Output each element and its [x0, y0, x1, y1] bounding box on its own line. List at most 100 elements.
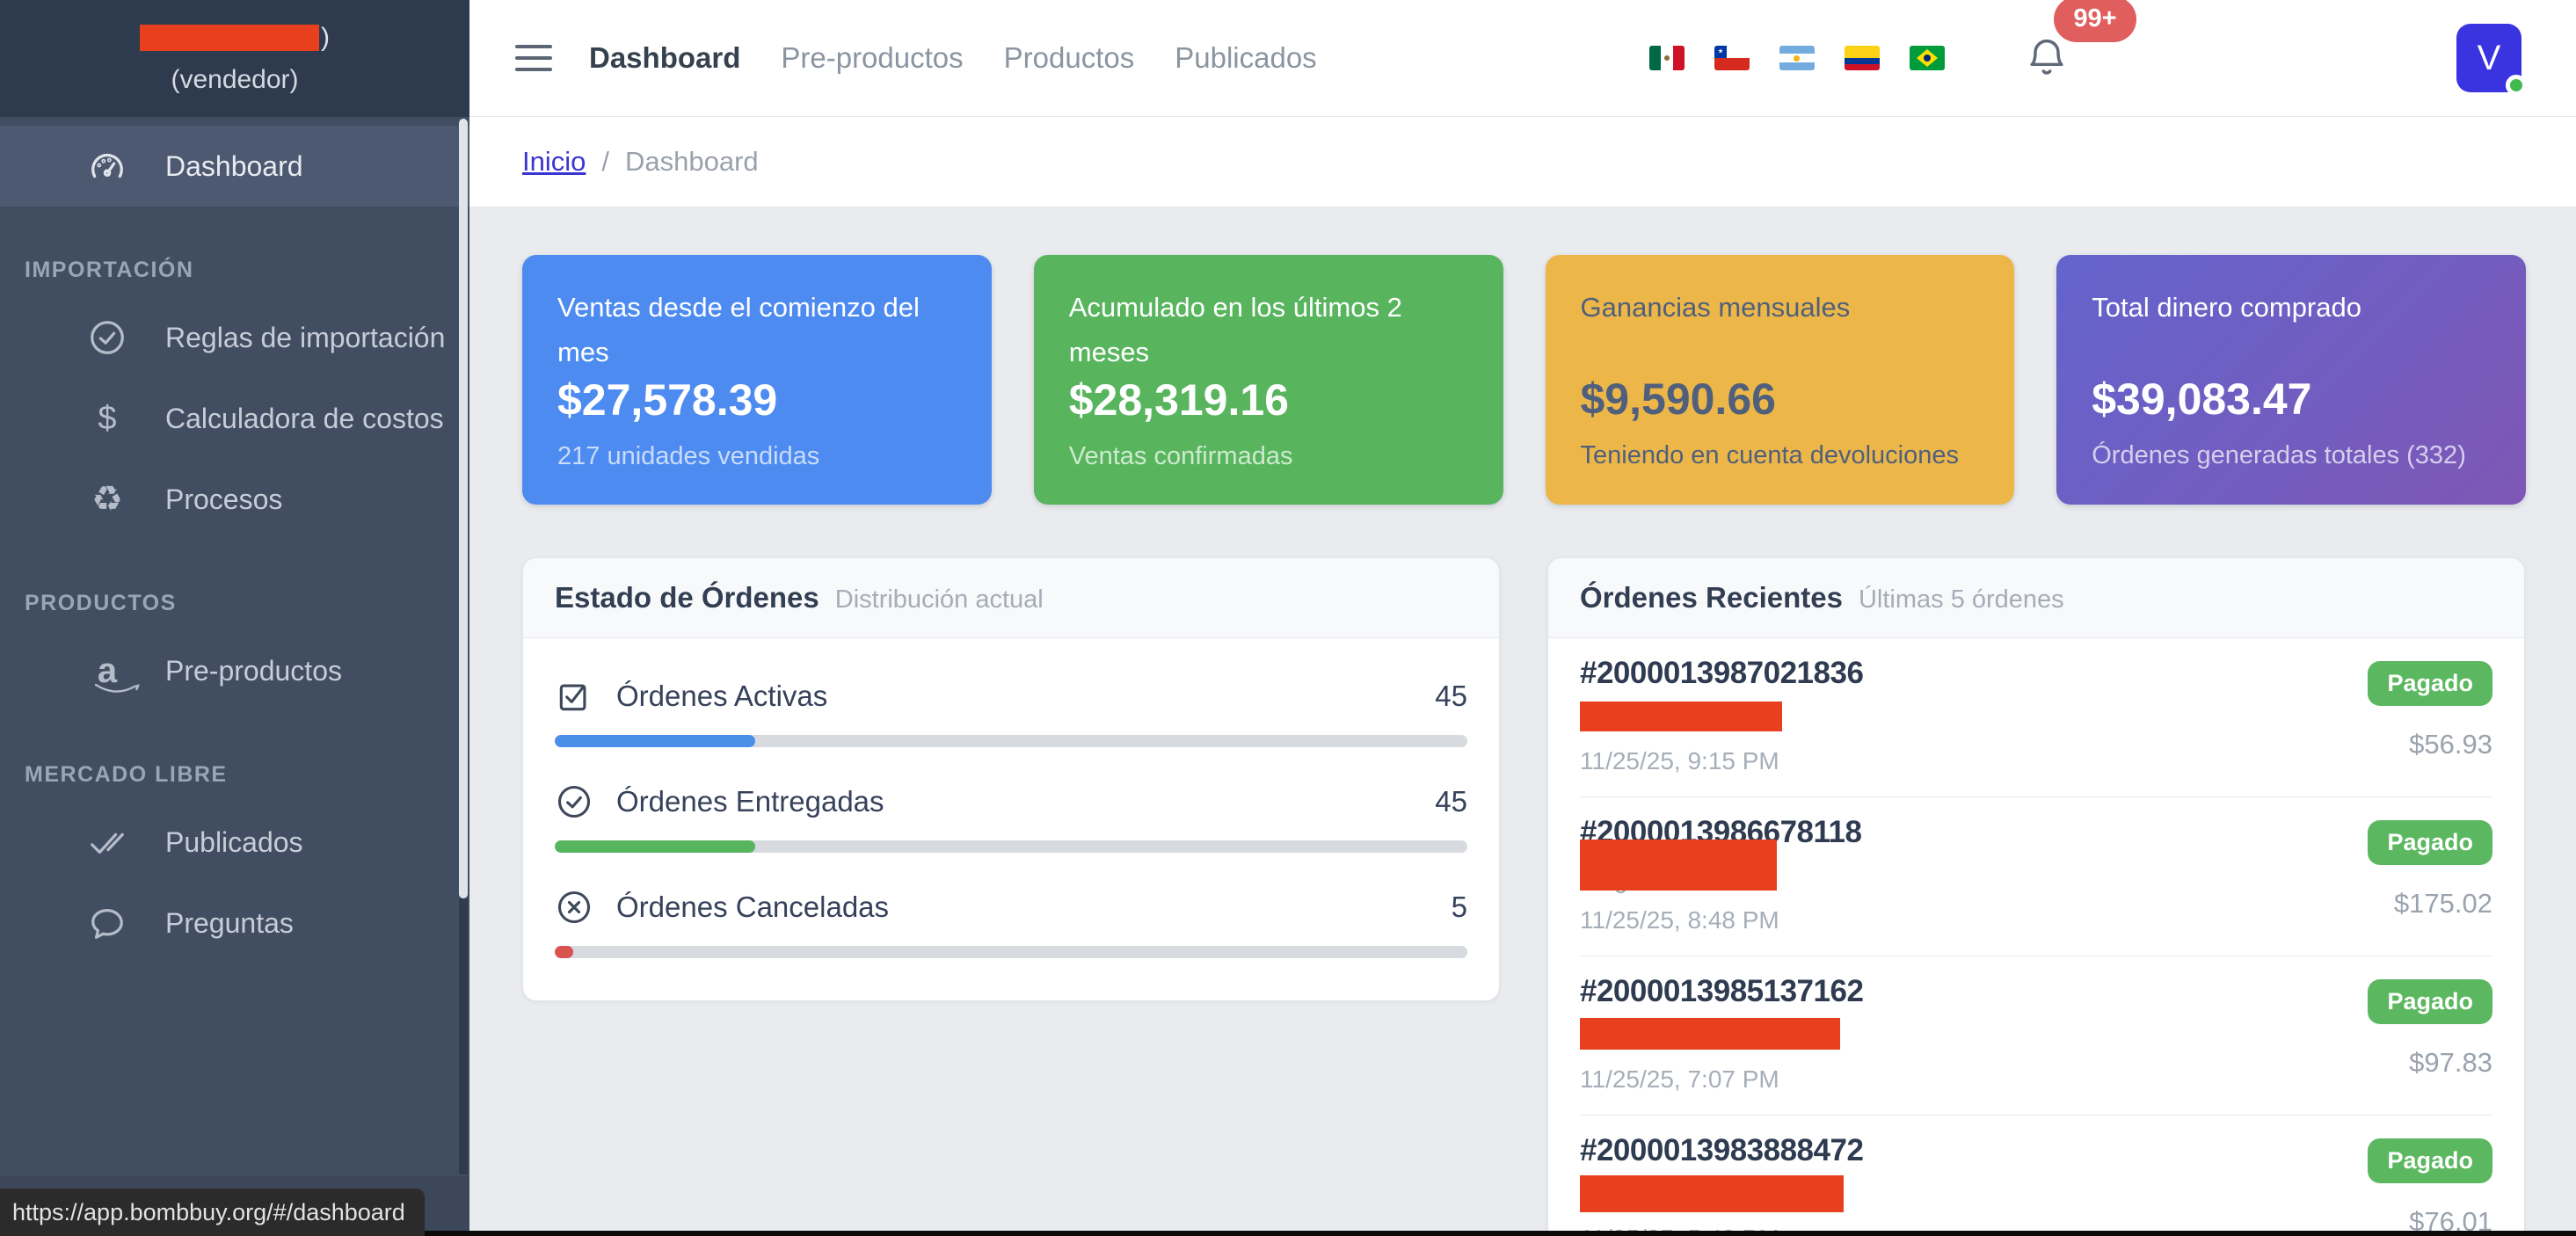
status-row-entregadas: Órdenes Entregadas 45	[555, 747, 1467, 853]
status-row-activas: Órdenes Activas 45	[555, 642, 1467, 747]
sidebar-item-label: Reglas de importación	[165, 321, 446, 353]
topnav-publicados[interactable]: Publicados	[1175, 41, 1317, 74]
brazil-flag-icon[interactable]	[1910, 46, 1945, 70]
customer-name-redaction	[1580, 702, 1782, 731]
order-customer	[1580, 1016, 1863, 1053]
stat-title: Acumulado en los últimos 2 meses	[1068, 292, 1402, 368]
mexico-flag-icon[interactable]	[1649, 46, 1685, 70]
sidebar-item-preguntas[interactable]: Preguntas	[0, 883, 469, 963]
chat-bubble-icon	[84, 900, 130, 946]
order-status-rows: Órdenes Activas 45	[523, 638, 1499, 985]
stat-value: $9,590.66	[1580, 374, 1776, 424]
topbar: Dashboard Pre-productos Productos Public…	[469, 0, 2576, 117]
sidebar-item-reglas-importacion[interactable]: Reglas de importación	[0, 297, 469, 378]
avatar-initial: V	[2477, 38, 2501, 77]
order-list-item[interactable]: #2000013985137162 11/25/25, 7:07 PM Paga…	[1580, 956, 2492, 1116]
sidebar-item-dashboard[interactable]: Dashboard	[0, 126, 469, 207]
checkbox-check-icon	[555, 675, 597, 717]
sidebar-item-label: Pre-productos	[165, 654, 342, 687]
sidebar-item-calculadora-costos[interactable]: $ Calculadora de costos	[0, 378, 469, 459]
status-bar-url: https://app.bombbuy.org/#/dashboard	[12, 1198, 405, 1225]
country-flags	[1649, 46, 1945, 70]
progress-bar-entregadas	[555, 840, 1467, 853]
stat-value: $39,083.47	[2092, 374, 2312, 424]
window-bottom-edge	[0, 1231, 2576, 1236]
sidebar-nav: Dashboard IMPORTACIÓN Reglas de importac…	[0, 117, 469, 963]
main-area: Dashboard Pre-productos Productos Public…	[469, 0, 2576, 1236]
breadcrumb-home-link[interactable]: Inicio	[522, 146, 586, 177]
order-status-panel: Estado de Órdenes Distribución actual	[522, 557, 1500, 1001]
status-badge: Pagado	[2368, 820, 2492, 865]
online-status-dot	[2506, 75, 2527, 96]
stat-subtitle: 217 unidades vendidas	[557, 442, 820, 471]
panel-subtitle: Últimas 5 órdenes	[1858, 585, 2064, 614]
recycle-icon: ♻	[91, 480, 123, 519]
stat-title: Ganancias mensuales	[1580, 292, 1851, 323]
stat-value: $28,319.16	[1068, 375, 1289, 425]
recent-orders-panel: Órdenes Recientes Últimas 5 órdenes #200…	[1547, 557, 2525, 1236]
sidebar-item-publicados[interactable]: Publicados	[0, 802, 469, 883]
amazon-icon: a	[84, 648, 140, 694]
dollar-icon: $	[98, 399, 117, 437]
order-customer	[1580, 1175, 1863, 1212]
dashboard-content: Ventas desde el comienzo del mes $27,578…	[469, 207, 2576, 1236]
stat-title: Ventas desde el comienzo del mes	[557, 292, 920, 368]
status-value: 45	[1435, 785, 1467, 818]
notifications-bell[interactable]: 99+	[2024, 0, 2136, 84]
sidebar-item-label: Procesos	[165, 483, 283, 515]
order-date: 11/25/25, 7:07 PM	[1580, 1065, 1779, 1093]
user-avatar[interactable]: V	[2456, 24, 2527, 96]
colombia-flag-icon[interactable]	[1845, 46, 1880, 70]
progress-fill	[555, 840, 756, 853]
breadcrumb-current: Dashboard	[625, 146, 759, 177]
stat-card-ganancias: Ganancias mensuales $9,590.66 Teniendo e…	[1545, 255, 2015, 505]
sidebar-item-label: Publicados	[165, 825, 303, 858]
order-list-item[interactable]: #2000013987021836 11/25/25, 9:15 PM Paga…	[1580, 638, 2492, 797]
sidebar-section-mercado-libre: MERCADO LIBRE	[25, 762, 228, 787]
breadcrumb: Inicio / Dashboard	[469, 117, 2576, 207]
recent-orders-list: #2000013987021836 11/25/25, 9:15 PM Paga…	[1548, 638, 2524, 1236]
progress-fill	[555, 946, 573, 958]
sidebar-item-procesos[interactable]: ♻ Procesos	[0, 459, 469, 540]
topnav-pre-productos[interactable]: Pre-productos	[781, 41, 964, 74]
topnav-dashboard[interactable]: Dashboard	[589, 41, 741, 74]
sidebar-scrollbar-thumb[interactable]	[459, 119, 468, 898]
circle-check-icon	[84, 315, 130, 360]
customer-name-redaction	[1580, 1175, 1844, 1212]
user-name: )	[140, 23, 330, 53]
user-name-suffix: )	[321, 22, 330, 52]
circle-check-icon	[555, 781, 597, 823]
gauge-icon	[84, 143, 130, 189]
hamburger-menu-icon[interactable]	[515, 45, 552, 71]
stat-card-ventas-mes: Ventas desde el comienzo del mes $27,578…	[522, 255, 992, 505]
progress-fill	[555, 735, 756, 747]
topnav-links: Dashboard Pre-productos Productos Public…	[589, 41, 1317, 75]
stat-title: Total dinero comprado	[2092, 292, 2361, 323]
status-badge: Pagado	[2368, 661, 2492, 706]
progress-bar-activas	[555, 735, 1467, 747]
browser-status-bar: https://app.bombbuy.org/#/dashboard	[0, 1189, 425, 1236]
chile-flag-icon[interactable]	[1714, 46, 1750, 70]
order-date: 11/25/25, 9:15 PM	[1580, 747, 1779, 774]
order-amount: $175.02	[2393, 888, 2492, 919]
sidebar-user-header: ) (vendedor)	[0, 0, 469, 117]
recent-orders-header: Órdenes Recientes Últimas 5 órdenes	[1548, 558, 2524, 638]
order-id: #2000013987021836	[1580, 656, 1864, 690]
sidebar-section-productos: PRODUCTOS	[25, 591, 177, 615]
bell-icon	[2030, 39, 2063, 75]
panels-row: Estado de Órdenes Distribución actual	[522, 557, 2526, 1236]
topnav-productos[interactable]: Productos	[1003, 41, 1135, 74]
double-check-icon	[84, 819, 130, 865]
argentina-flag-icon[interactable]	[1779, 46, 1815, 70]
stat-subtitle: Teniendo en cuenta devoluciones	[1580, 440, 1960, 469]
sidebar-item-pre-productos[interactable]: a Pre-productos	[0, 630, 469, 711]
notification-count-badge: 99+	[2054, 0, 2136, 42]
order-list-item[interactable]: #2000013986678118 Jorge Flores 11/25/25,…	[1580, 797, 2492, 956]
sidebar-item-label: Preguntas	[165, 906, 294, 939]
topbar-right: 99+ V	[1649, 0, 2527, 96]
order-date: 11/25/25, 8:48 PM	[1580, 906, 1779, 934]
order-list-item[interactable]: #2000013983888472 11/25/25, 5:48 PM Paga…	[1580, 1116, 2492, 1236]
circle-x-icon	[555, 886, 597, 928]
status-badge: Pagado	[2368, 979, 2492, 1024]
